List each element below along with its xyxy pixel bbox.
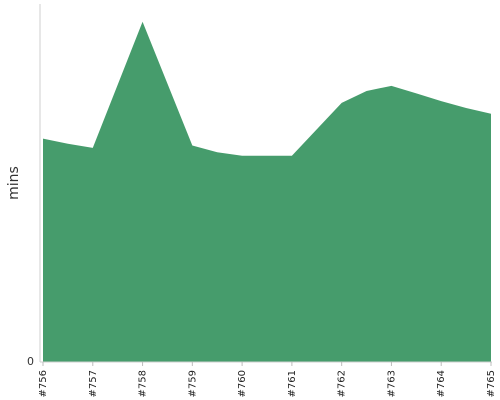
x-tick-label: #762 [337, 370, 348, 397]
x-tick-label: #761 [287, 370, 298, 397]
x-tick-label: #760 [237, 370, 248, 397]
x-tick-label: #765 [486, 370, 497, 397]
x-tick-label: #763 [386, 370, 397, 397]
x-tick-label: #756 [38, 370, 49, 397]
y-tick-label: 0 [27, 355, 34, 368]
x-tick-label: #764 [436, 370, 447, 397]
y-axis-title: mins [6, 166, 22, 200]
x-tick-label: #759 [187, 370, 198, 397]
x-tick-layer: #756 #757 #758 #759 #760 #761 #762 #763 #764 #765 [38, 362, 497, 397]
area-series-layer [43, 21, 491, 362]
x-tick-label: #757 [88, 370, 99, 397]
x-tick-label: #758 [138, 370, 149, 397]
y-tick-layer: 0 [27, 355, 34, 368]
area-series [43, 21, 491, 362]
